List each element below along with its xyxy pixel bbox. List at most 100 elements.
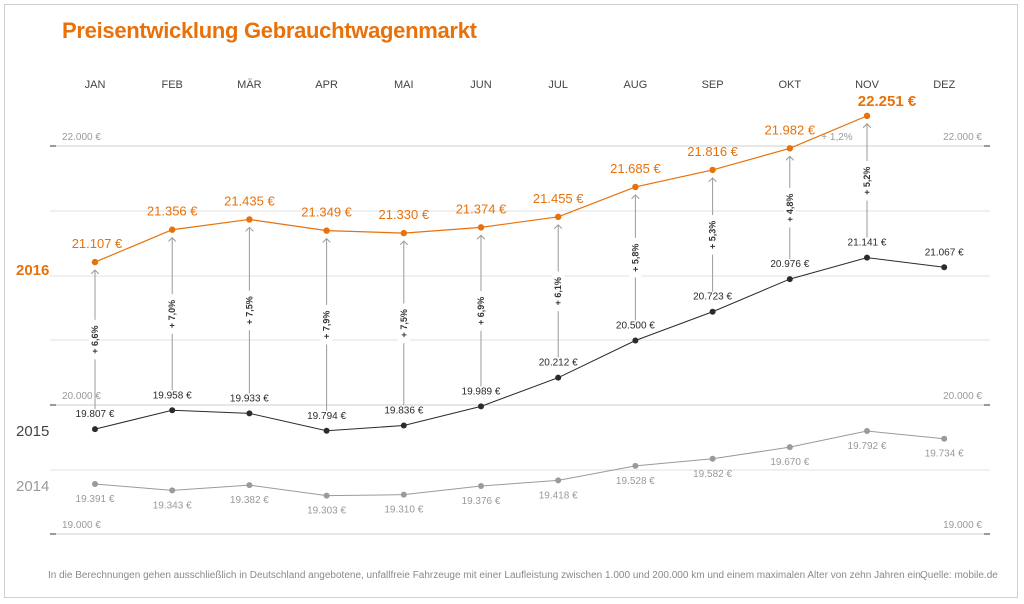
change-label: + 7,9%: [322, 311, 332, 339]
data-point-2014: [400, 491, 407, 498]
change-label-bg: [397, 303, 410, 344]
data-point-2015: [400, 422, 407, 429]
data-point-2016: [555, 213, 562, 221]
data-label-2016: 21.356 €: [147, 204, 198, 219]
gridlines: [50, 145, 990, 535]
x-tick-label: JAN: [85, 79, 106, 91]
data-label-2015: 20.212 €: [539, 358, 578, 369]
data-label-2014: 19.303 €: [307, 506, 346, 517]
data-point-2016: [246, 216, 253, 223]
data-label-2015: 19.836 €: [384, 406, 423, 417]
data-label-2015: 19.794 €: [307, 411, 346, 422]
y-tick-label-right: 22.000 €: [943, 132, 982, 143]
data-label-2015: 20.723 €: [693, 292, 732, 303]
data-label-2016: 21.330 €: [378, 207, 429, 222]
change-label-bg: [706, 215, 719, 255]
data-label-2016: 21.685 €: [610, 161, 661, 176]
data-point-2014: [941, 435, 948, 442]
source-credit: Quelle: mobile.de: [920, 570, 998, 581]
y-tick-label-left: 19.000 €: [62, 520, 101, 531]
data-label-2016: 21.982 €: [764, 122, 815, 137]
series-line-2014: [94, 430, 945, 497]
series-label-2014: 2014: [16, 478, 49, 495]
data-point-2015: [786, 276, 793, 283]
change-label: + 5,2%: [862, 167, 872, 195]
x-tick-label: DEZ: [933, 79, 955, 91]
change-arrows: + 6,6% + 7,0% + 7,5% + 7,9% + 7,5% + 6,9% + 6,…: [89, 124, 873, 411]
x-tick-label: AUG: [623, 79, 647, 91]
data-point-2015: [246, 410, 253, 417]
change-label-bg: [552, 271, 565, 312]
data-point-2016: [477, 224, 485, 231]
data-label-2014: 19.734 €: [925, 449, 964, 460]
chart-title: Preisentwicklung Gebrauchtwagenmarkt: [62, 18, 477, 43]
y-tick-label-right: 20.000 €: [943, 391, 982, 402]
data-point-2016: [863, 112, 871, 120]
data-point-2014: [92, 480, 98, 487]
data-label-2015: 20.500 €: [616, 321, 655, 332]
data-point-2015: [555, 374, 562, 381]
data-label-2014: 19.670 €: [770, 457, 809, 468]
change-label: + 5,3%: [708, 221, 718, 249]
data-label-2014: 19.310 €: [384, 505, 423, 516]
change-label-bg: [861, 160, 873, 201]
y-tick-label-left: 20.000 €: [62, 391, 101, 402]
change-label: + 7,5%: [244, 296, 254, 324]
x-tick-label: NOV: [855, 79, 880, 91]
change-label-bg: [89, 319, 101, 360]
data-label-2016: 21.374 €: [456, 201, 507, 216]
series-line-2015: [94, 257, 945, 432]
data-label-2015: 19.958 €: [153, 390, 192, 401]
x-tick-label: JUL: [548, 79, 568, 91]
x-tick-label: JUN: [470, 79, 491, 91]
data-label-2014: 19.582 €: [693, 469, 732, 480]
data-label-2016: 21.349 €: [301, 205, 352, 220]
y-tick-label-left: 22.000 €: [62, 132, 101, 143]
data-point-2015: [478, 403, 484, 410]
data-point-2015: [632, 337, 639, 344]
data-label-2015: 21.141 €: [848, 238, 887, 249]
annotation: + 1,2%: [821, 132, 853, 143]
change-label: + 5,8%: [630, 244, 640, 272]
data-point-2016: [91, 258, 99, 266]
data-point-2014: [478, 482, 484, 489]
data-point-2014: [864, 428, 870, 435]
change-label: + 7,5%: [399, 309, 409, 337]
data-label-2014: 19.418 €: [539, 490, 578, 501]
footnote: In die Berechnungen gehen ausschließlich…: [48, 570, 924, 581]
data-point-2014: [555, 477, 562, 484]
x-tick-label: APR: [315, 79, 338, 91]
change-label-bg: [629, 237, 642, 278]
data-point-2016: [786, 145, 793, 152]
data-point-2015: [323, 427, 330, 434]
change-label-bg: [166, 294, 179, 334]
change-label-bg: [243, 290, 256, 331]
data-point-2015: [169, 407, 176, 414]
data-point-2014: [169, 487, 176, 494]
change-label: + 6,1%: [553, 277, 563, 305]
data-label-2015: 19.807 €: [76, 409, 115, 420]
data-label-2016: 22.251 €: [858, 93, 917, 110]
data-label-2016: 21.435 €: [224, 193, 275, 208]
data-point-2016: [709, 166, 716, 174]
data-point-2014: [323, 492, 330, 499]
data-point-2015: [941, 264, 948, 271]
data-label-2015: 20.976 €: [770, 259, 809, 270]
data-label-2014: 19.792 €: [848, 441, 887, 452]
data-point-2014: [246, 482, 253, 489]
x-tick-label: MAI: [394, 79, 414, 91]
data-point-2016: [400, 229, 407, 237]
data-point-2014: [632, 462, 639, 469]
change-label-bg: [475, 291, 487, 331]
data-point-2014: [709, 455, 716, 462]
data-label-2015: 19.933 €: [230, 393, 269, 404]
data-point-2014: [786, 444, 793, 451]
change-label: + 4,8%: [785, 194, 795, 222]
x-tick-label: SEP: [702, 79, 724, 91]
data-label-2015: 21.067 €: [925, 247, 964, 258]
data-point-2016: [632, 183, 639, 191]
series-lines: 21.107 € 21.356 € 21.435 € 21.349 € 21.330 €…: [72, 93, 964, 517]
data-label-2016: 21.455 €: [533, 191, 584, 206]
data-label-2016: 21.816 €: [687, 144, 738, 159]
